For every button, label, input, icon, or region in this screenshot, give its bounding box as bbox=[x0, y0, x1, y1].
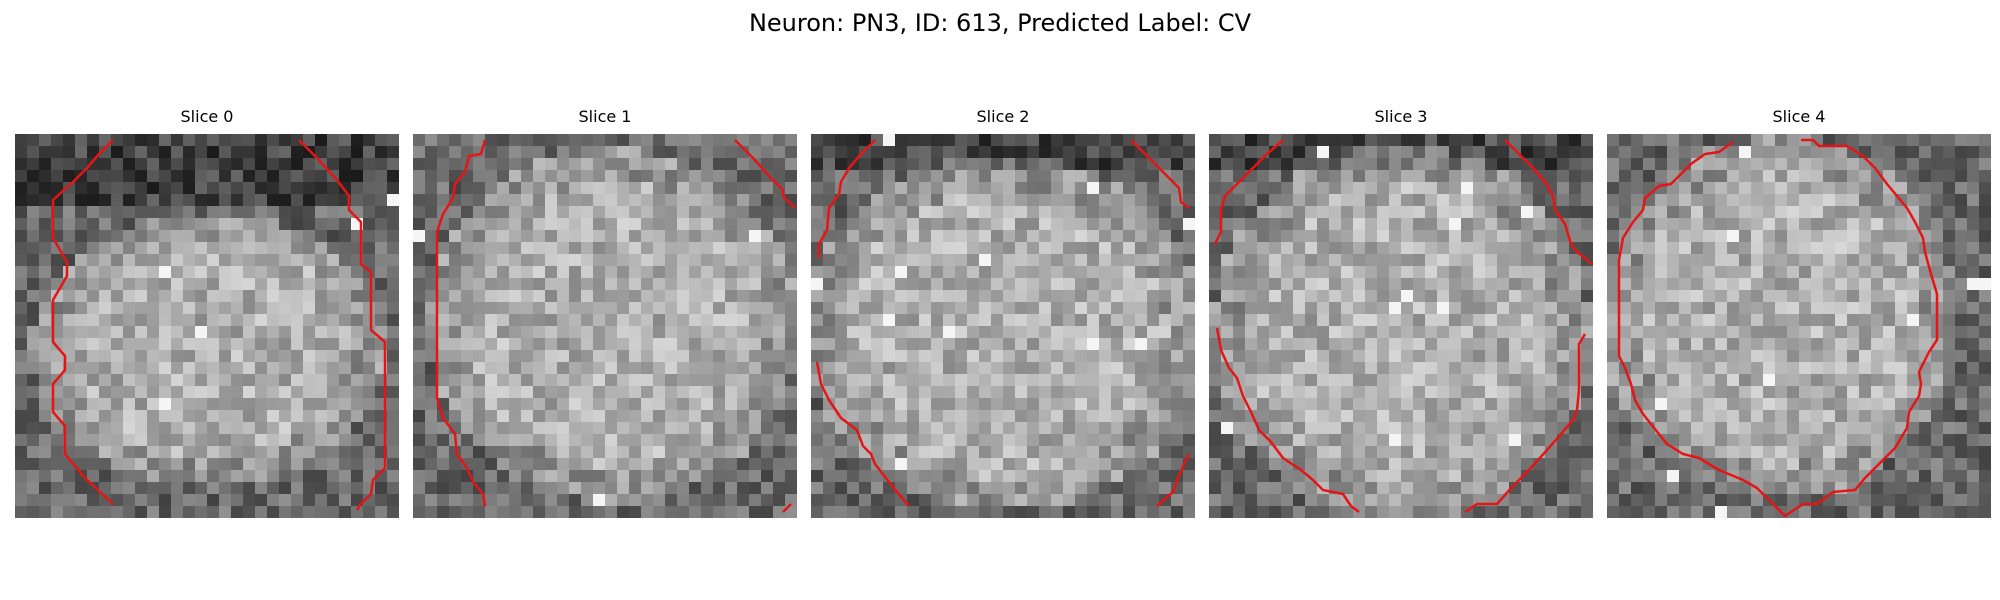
slice-contour-3-bottomleft bbox=[1215, 327, 1360, 513]
slice-contour-2-bottomleft bbox=[815, 361, 910, 507]
slice-title-0: Slice 0 bbox=[180, 107, 234, 126]
slice-contour-4 bbox=[1617, 138, 1939, 518]
slice-title-3: Slice 3 bbox=[1374, 107, 1428, 126]
slice-pixel-grid-4 bbox=[1607, 134, 1991, 518]
slice-contour-1-right bbox=[734, 139, 796, 209]
slice-image-3 bbox=[1209, 134, 1593, 518]
slice-pixel-grid-0 bbox=[15, 134, 399, 518]
slice-panel-4: Slice 4 bbox=[1607, 106, 1991, 518]
slice-contour-1-left bbox=[435, 139, 487, 507]
slice-panel-3: Slice 3 bbox=[1209, 106, 1593, 518]
slice-title-4: Slice 4 bbox=[1772, 107, 1826, 126]
slice-contour-3-topleft bbox=[1213, 139, 1284, 245]
slice-title-2: Slice 2 bbox=[976, 107, 1030, 126]
slice-panel-0: Slice 0 bbox=[15, 106, 399, 518]
slice-contour-2-topleft bbox=[817, 139, 876, 258]
slice-image-4 bbox=[1607, 134, 1991, 518]
slice-contour-0-right bbox=[298, 139, 387, 511]
slice-pixel-grid-3 bbox=[1209, 134, 1593, 518]
slice-panel-1: Slice 1 bbox=[413, 106, 797, 518]
slice-image-1 bbox=[413, 134, 797, 518]
slice-title-1: Slice 1 bbox=[578, 107, 632, 126]
slice-pixel-grid-2 bbox=[811, 134, 1195, 518]
slice-panel-2: Slice 2 bbox=[811, 106, 1195, 518]
slice-contour-1-corner bbox=[782, 503, 792, 513]
slice-pixel-grid-1 bbox=[413, 134, 797, 518]
figure-title: Neuron: PN3, ID: 613, Predicted Label: C… bbox=[748, 9, 1252, 37]
slice-image-0 bbox=[15, 134, 399, 518]
slice-contour-2-bottomright bbox=[1156, 453, 1191, 507]
slice-image-2 bbox=[811, 134, 1195, 518]
slice-contour-3-topright bbox=[1504, 139, 1592, 265]
slice-contour-2-topright bbox=[1130, 139, 1190, 209]
slice-contour-3-bottomright bbox=[1464, 333, 1587, 514]
slice-contour-0-left bbox=[51, 139, 114, 505]
